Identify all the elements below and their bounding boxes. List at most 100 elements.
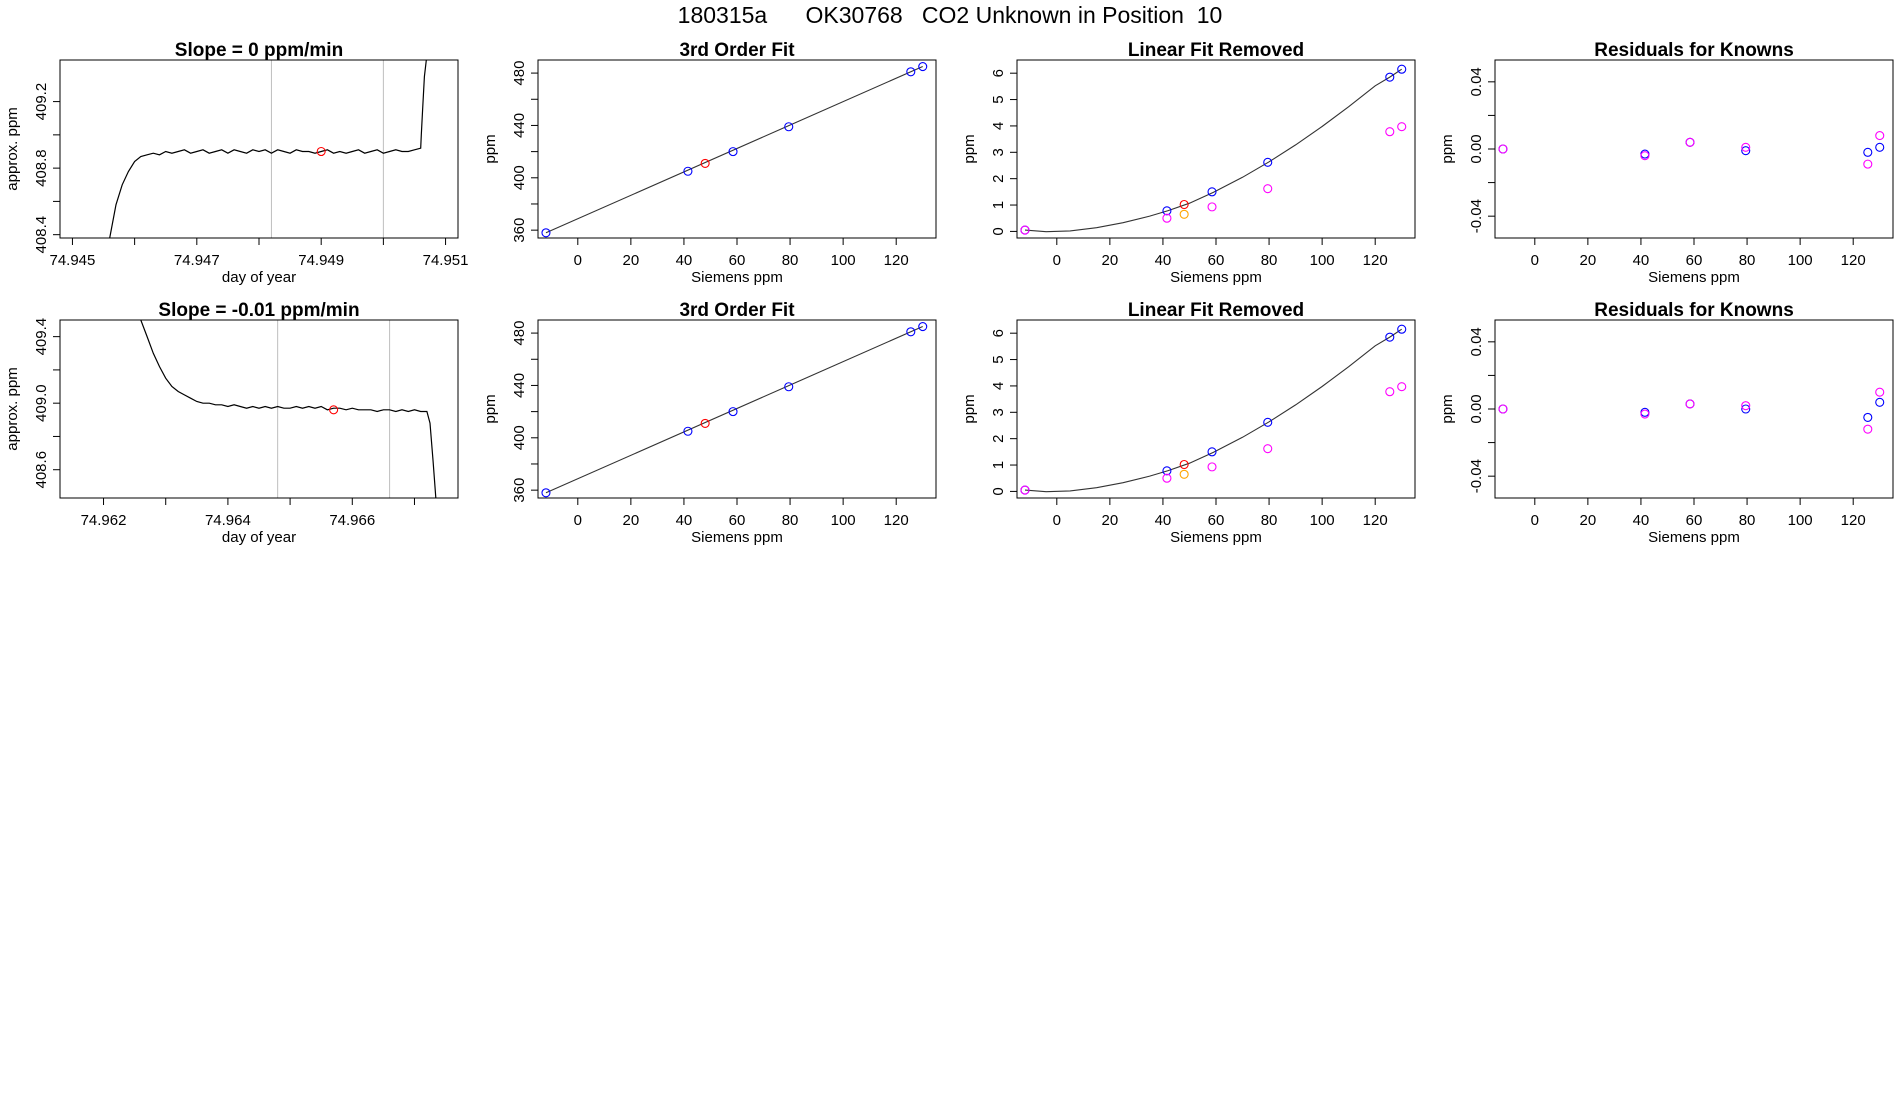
y-tick-label: 2 bbox=[990, 174, 1007, 182]
x-tick-label: 100 bbox=[1788, 252, 1813, 269]
y-tick-label: 409.0 bbox=[33, 384, 50, 422]
chart-title: 3rd Order Fit bbox=[679, 300, 795, 321]
chart-title: Residuals for Knowns bbox=[1594, 300, 1794, 321]
x-tick-label: 74.951 bbox=[423, 252, 469, 269]
y-tick-label: 440 bbox=[511, 373, 528, 398]
data-point-series-2 bbox=[1685, 399, 1695, 409]
data-point-series-1 bbox=[683, 426, 693, 436]
x-tick-label: 120 bbox=[884, 512, 909, 529]
x-tick-label: 80 bbox=[782, 512, 799, 529]
data-point-series-2 bbox=[1385, 127, 1395, 137]
data-point-series-2 bbox=[1263, 184, 1273, 194]
x-tick-label: 60 bbox=[1686, 252, 1703, 269]
y-tick-label: 440 bbox=[511, 113, 528, 138]
data-point-series-1 bbox=[1162, 466, 1172, 476]
chart-panel-3: 0 20 40 60 80 100 120 0 1 2 3 4 5 6 Linear Fit Removed… bbox=[961, 40, 1416, 286]
x-tick-label: 100 bbox=[1310, 512, 1335, 529]
chart-title: Linear Fit Removed bbox=[1128, 40, 1304, 61]
y-tick-label: 400 bbox=[511, 425, 528, 450]
data-point-series-4 bbox=[1179, 209, 1189, 219]
y-axis-label: ppm bbox=[482, 394, 499, 423]
x-axis-label: Siemens ppm bbox=[1170, 269, 1262, 286]
x-tick-label: 40 bbox=[1633, 252, 1650, 269]
plot-area bbox=[1024, 68, 1403, 233]
data-point-series-2 bbox=[1741, 142, 1751, 152]
data-point-series-1 bbox=[1875, 142, 1885, 152]
y-axis-label: ppm bbox=[961, 394, 978, 423]
y-tick-label: 408.6 bbox=[33, 451, 50, 489]
data-point-series-2 bbox=[1875, 131, 1885, 141]
series-line bbox=[109, 60, 427, 238]
chart-panel-5: 74.962 74.964 74.966 408.6 409.0 409.4 Slope =… bbox=[4, 300, 459, 546]
data-point-series-1 bbox=[1741, 146, 1751, 156]
x-tick-label: 0 bbox=[574, 512, 582, 529]
y-tick-label: 4 bbox=[990, 122, 1007, 130]
data-point-series-1 bbox=[1875, 397, 1885, 407]
y-tick-label: 0 bbox=[990, 487, 1007, 495]
data-point-series-1 bbox=[784, 122, 794, 132]
data-point-series-4 bbox=[1179, 469, 1189, 479]
x-tick-label: 0 bbox=[1531, 252, 1539, 269]
x-tick-label: 40 bbox=[1155, 512, 1172, 529]
plot-frame bbox=[1016, 59, 1416, 239]
plot-area bbox=[140, 320, 437, 498]
y-tick-label: 0.04 bbox=[1468, 67, 1485, 96]
x-tick-label: 60 bbox=[1208, 252, 1225, 269]
data-point-series-1 bbox=[541, 228, 551, 238]
y-tick-label: 2 bbox=[990, 434, 1007, 442]
y-axis-label: approx. ppm bbox=[4, 367, 21, 450]
x-tick-label: 40 bbox=[676, 512, 693, 529]
y-tick-label: 5 bbox=[990, 355, 1007, 363]
x-tick-label: 100 bbox=[1788, 512, 1813, 529]
y-axis-label: ppm bbox=[1439, 134, 1456, 163]
data-point-series-2 bbox=[1640, 409, 1650, 419]
chart-panel-8: 0 20 40 60 80 100 120 -0.04 0.00 0.04 Residuals fo… bbox=[1439, 300, 1894, 546]
chart-title: 3rd Order Fit bbox=[679, 40, 795, 61]
data-point-series-2 bbox=[1397, 382, 1407, 392]
y-tick-label: 408.4 bbox=[33, 216, 50, 254]
data-point-series-1 bbox=[1385, 72, 1395, 82]
data-point-series-2 bbox=[1498, 404, 1508, 414]
x-axis-label: Siemens ppm bbox=[1648, 269, 1740, 286]
data-point-series-1 bbox=[918, 321, 928, 332]
x-tick-label: 40 bbox=[1633, 512, 1650, 529]
x-tick-label: 40 bbox=[1155, 252, 1172, 269]
y-tick-label: 409.4 bbox=[33, 318, 50, 356]
data-point-series-1 bbox=[1162, 206, 1172, 216]
x-tick-label: 120 bbox=[1363, 512, 1388, 529]
data-point-series-2 bbox=[700, 418, 710, 428]
data-point-series-2 bbox=[1498, 144, 1508, 154]
x-axis-label: Siemens ppm bbox=[1648, 529, 1740, 546]
plot-area bbox=[545, 65, 923, 234]
data-point-series-1 bbox=[683, 166, 693, 176]
plot-area bbox=[109, 60, 427, 238]
plot-frame bbox=[59, 59, 459, 239]
y-axis-label: ppm bbox=[1439, 394, 1456, 423]
y-tick-label: 4 bbox=[990, 382, 1007, 390]
data-point-series-1 bbox=[1741, 404, 1751, 414]
chart-panel-4: 0 20 40 60 80 100 120 -0.04 0.00 0.04 Residuals fo… bbox=[1439, 40, 1894, 286]
y-tick-label: 1 bbox=[990, 201, 1007, 209]
x-tick-label: 0 bbox=[1053, 252, 1061, 269]
plot-frame bbox=[1016, 319, 1416, 499]
x-tick-label: 20 bbox=[1580, 512, 1597, 529]
chart-title: Residuals for Knowns bbox=[1594, 40, 1794, 61]
x-tick-label: 120 bbox=[884, 252, 909, 269]
x-tick-label: 120 bbox=[1841, 252, 1866, 269]
x-tick-label: 100 bbox=[831, 512, 856, 529]
chart-panel-1: 74.945 74.947 74.949 74.951 408.4 408.8 409.2 S… bbox=[4, 40, 469, 286]
data-point-series-2 bbox=[1741, 401, 1751, 411]
x-axis-label: Siemens ppm bbox=[691, 529, 783, 546]
data-point-series-3 bbox=[1179, 199, 1189, 210]
data-point-series-2 bbox=[1263, 444, 1273, 454]
data-point-series-1 bbox=[1207, 187, 1217, 197]
data-point-series-1 bbox=[906, 327, 916, 337]
x-tick-label: 20 bbox=[623, 512, 640, 529]
chart-title: Slope = 0 ppm/min bbox=[175, 40, 343, 61]
y-tick-label: -0.04 bbox=[1468, 459, 1485, 493]
y-tick-label: 5 bbox=[990, 95, 1007, 103]
x-tick-label: 100 bbox=[1310, 252, 1335, 269]
y-tick-label: 408.8 bbox=[33, 149, 50, 187]
data-point-series-2 bbox=[1385, 387, 1395, 397]
